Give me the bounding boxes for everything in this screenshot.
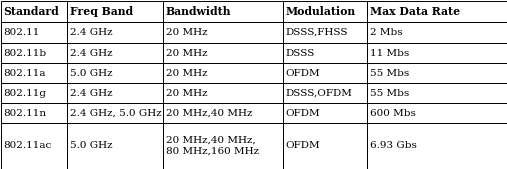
Text: 802.11: 802.11 xyxy=(4,28,40,37)
Bar xyxy=(367,63,507,83)
Text: Bandwidth: Bandwidth xyxy=(165,6,231,17)
Text: 802.11b: 802.11b xyxy=(4,49,47,57)
Text: 11 Mbs: 11 Mbs xyxy=(370,49,409,57)
Text: 600 Mbs: 600 Mbs xyxy=(370,108,415,117)
Bar xyxy=(367,123,507,169)
Text: Standard: Standard xyxy=(4,6,59,17)
Bar xyxy=(67,22,163,43)
Bar xyxy=(163,1,283,22)
Text: 2 Mbs: 2 Mbs xyxy=(370,28,402,37)
Bar xyxy=(283,83,367,103)
Text: 20 MHz: 20 MHz xyxy=(165,68,207,78)
Text: Freq Band: Freq Band xyxy=(69,6,133,17)
Bar xyxy=(67,103,163,123)
Bar xyxy=(67,83,163,103)
Text: 802.11a: 802.11a xyxy=(4,68,46,78)
Bar xyxy=(283,43,367,63)
Bar xyxy=(67,63,163,83)
Text: 802.11g: 802.11g xyxy=(4,89,47,98)
Bar xyxy=(163,83,283,103)
Bar xyxy=(1,22,67,43)
Text: 2.4 GHz: 2.4 GHz xyxy=(69,89,112,98)
Text: 2.4 GHz, 5.0 GHz: 2.4 GHz, 5.0 GHz xyxy=(69,108,161,117)
Text: DSSS: DSSS xyxy=(285,49,315,57)
Bar xyxy=(1,123,67,169)
Bar xyxy=(1,83,67,103)
Bar xyxy=(283,103,367,123)
Text: 802.11ac: 802.11ac xyxy=(4,141,52,151)
Text: OFDM: OFDM xyxy=(285,108,320,117)
Text: 55 Mbs: 55 Mbs xyxy=(370,68,409,78)
Text: 20 MHz: 20 MHz xyxy=(165,89,207,98)
Bar xyxy=(367,22,507,43)
Bar xyxy=(163,22,283,43)
Bar xyxy=(1,1,67,22)
Bar xyxy=(67,43,163,63)
Text: 5.0 GHz: 5.0 GHz xyxy=(69,68,112,78)
Bar xyxy=(283,22,367,43)
Text: 20 MHz,40 MHz: 20 MHz,40 MHz xyxy=(165,108,252,117)
Bar xyxy=(67,123,163,169)
Bar xyxy=(1,43,67,63)
Bar xyxy=(163,63,283,83)
Bar xyxy=(1,63,67,83)
Text: 802.11n: 802.11n xyxy=(4,108,47,117)
Bar xyxy=(367,83,507,103)
Text: OFDM: OFDM xyxy=(285,141,320,151)
Text: 20 MHz,40 MHz,
80 MHz,160 MHz: 20 MHz,40 MHz, 80 MHz,160 MHz xyxy=(165,136,259,156)
Bar xyxy=(367,1,507,22)
Text: DSSS,FHSS: DSSS,FHSS xyxy=(285,28,348,37)
Text: DSSS,OFDM: DSSS,OFDM xyxy=(285,89,352,98)
Text: 2.4 GHz: 2.4 GHz xyxy=(69,28,112,37)
Bar xyxy=(283,63,367,83)
Bar xyxy=(283,1,367,22)
Bar xyxy=(163,123,283,169)
Text: Modulation: Modulation xyxy=(285,6,355,17)
Bar xyxy=(1,103,67,123)
Bar xyxy=(283,123,367,169)
Text: 55 Mbs: 55 Mbs xyxy=(370,89,409,98)
Bar xyxy=(367,43,507,63)
Text: 20 MHz: 20 MHz xyxy=(165,49,207,57)
Bar xyxy=(163,43,283,63)
Bar xyxy=(67,1,163,22)
Text: Max Data Rate: Max Data Rate xyxy=(370,6,460,17)
Text: 2.4 GHz: 2.4 GHz xyxy=(69,49,112,57)
Text: OFDM: OFDM xyxy=(285,68,320,78)
Bar xyxy=(367,103,507,123)
Text: 6.93 Gbs: 6.93 Gbs xyxy=(370,141,416,151)
Text: 5.0 GHz: 5.0 GHz xyxy=(69,141,112,151)
Bar xyxy=(163,103,283,123)
Text: 20 MHz: 20 MHz xyxy=(165,28,207,37)
